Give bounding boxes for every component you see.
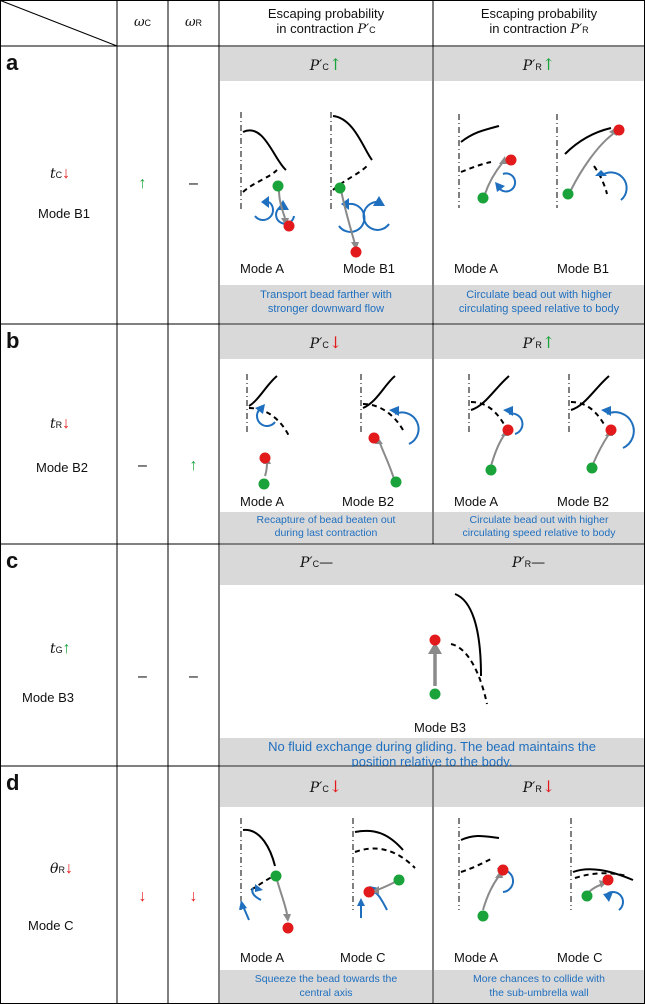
row-c-banner — [220, 545, 644, 585]
row-a-pr-banner — [434, 47, 644, 81]
row-b-letter: b — [6, 328, 20, 353]
row-d-pc-banner — [220, 767, 432, 807]
row-b-right-mode-a: Mode A — [454, 494, 499, 509]
row-a-right-caption: Circulate bead out with higher circulatin… — [434, 285, 644, 323]
row-a-mode: Mode B1 — [38, 206, 91, 221]
row-b-pr-label: P′R↑ — [522, 333, 556, 352]
row-d-omega-r: ↓ — [189, 888, 198, 905]
row-b-left-caption: Recapture of bead beaten out during last … — [220, 512, 432, 543]
row-d-pr-banner — [434, 767, 644, 807]
row-d-omega-c: ↓ — [138, 888, 147, 905]
row-b-left-mode-a: Mode A — [240, 494, 285, 509]
row-a-left-caption: Transport bead farther with stronger down… — [220, 285, 432, 323]
row-b-right-mode-b2: Mode B2 — [557, 494, 610, 509]
row-b-diagrams — [246, 374, 635, 490]
row-a-left-mode-b1: Mode B1 — [343, 261, 396, 276]
row-d-left-mode-c: Mode C — [340, 950, 386, 965]
row-c-pc-label: P′C— — [300, 555, 334, 571]
row-b-mode: Mode B2 — [36, 460, 89, 475]
row-b-right-caption: Circulate bead out with higher circulatin… — [434, 512, 644, 543]
row-c-pr-label: P′R— — [512, 555, 546, 571]
row-c-parameter: tG↑ — [50, 640, 71, 657]
row-a-right-mode-a: Mode A — [454, 261, 499, 276]
row-d-right-caption: More chances to collide with the sub-umbr… — [434, 970, 644, 1003]
row-b-pc-banner — [220, 325, 432, 359]
row-c-omega-c: – — [138, 668, 147, 685]
row-d-parameter: θR↓ — [50, 860, 73, 877]
row-b-omega-c: – — [138, 457, 147, 474]
row-d-diagrams — [239, 818, 634, 934]
header-escape-contraction-r: Escaping probability in contraction P′R — [480, 6, 598, 37]
row-c-center-mode: Mode B3 — [414, 720, 467, 735]
row-b-pc-label: P′C↓ — [309, 333, 343, 352]
row-c-diagram — [428, 593, 488, 705]
row-a-left-mode-a: Mode A — [240, 261, 285, 276]
row-c-caption: No fluid exchange during gliding. The be… — [220, 738, 644, 769]
row-d-letter: d — [6, 770, 20, 795]
row-d-left-caption: Squeeze the bead towards the central axis — [220, 970, 432, 1003]
row-a-pr-label: P′R↑ — [522, 55, 556, 74]
row-d-pr-label: P′R↓ — [522, 777, 556, 796]
row-a-pc-label: P′C↑ — [309, 55, 343, 74]
row-a-diagrams — [240, 112, 628, 258]
header-omega-c: ωC — [133, 15, 152, 30]
row-c-omega-r: – — [189, 668, 198, 685]
row-a-omega-c: ↑ — [138, 175, 147, 192]
row-a-omega-r: – — [189, 175, 198, 192]
row-a-letter: a — [6, 50, 19, 75]
row-d-right-mode-c: Mode C — [557, 950, 603, 965]
row-d-left-mode-a: Mode A — [240, 950, 285, 965]
row-a-pc-banner — [220, 47, 432, 81]
row-b-omega-r: ↑ — [189, 457, 198, 474]
header-omega-r: ωR — [184, 15, 203, 30]
row-a-parameter: tC↓ — [50, 165, 71, 182]
row-d-pc-label: P′C↓ — [309, 777, 343, 796]
row-b-pr-banner — [434, 325, 644, 359]
row-d-right-mode-a: Mode A — [454, 950, 499, 965]
row-a-right-mode-b1: Mode B1 — [557, 261, 610, 276]
row-d-mode: Mode C — [28, 918, 74, 933]
row-b-parameter: tR↓ — [50, 415, 71, 432]
row-c-mode: Mode B3 — [22, 690, 75, 705]
header-escape-contraction-c: Escaping probability in contraction P′C — [267, 6, 385, 37]
row-b-left-mode-b2: Mode B2 — [342, 494, 395, 509]
row-c-letter: c — [6, 548, 19, 573]
